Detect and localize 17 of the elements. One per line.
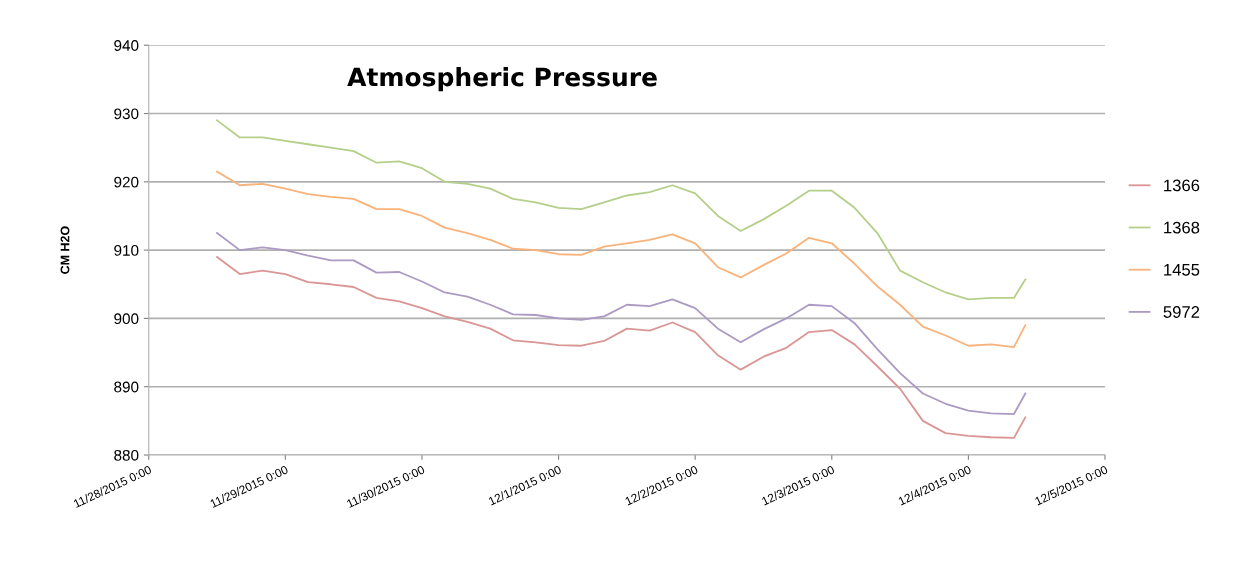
y-tick-label: 940 xyxy=(114,40,139,51)
legend-label: 1368 xyxy=(1164,221,1200,234)
y-axis-title: CM H2O xyxy=(60,226,70,274)
legend-label: 1366 xyxy=(1164,179,1200,192)
legend-label: 5972 xyxy=(1163,306,1200,318)
line-series xyxy=(216,256,1027,439)
y-tick-label: 920 xyxy=(114,176,139,188)
y-tick-label: 910 xyxy=(114,244,139,256)
y-tick-label: 900 xyxy=(114,313,139,325)
line-series xyxy=(216,119,1027,301)
text: Atmospheric Pressure xyxy=(347,67,657,92)
legend-label: 1455 xyxy=(1164,264,1200,276)
y-tick-label: 890 xyxy=(114,381,139,393)
line-series xyxy=(216,170,1027,349)
y-tick-label: 880 xyxy=(114,449,139,461)
y-tick-label: 930 xyxy=(114,108,139,120)
line-series xyxy=(216,232,1027,415)
